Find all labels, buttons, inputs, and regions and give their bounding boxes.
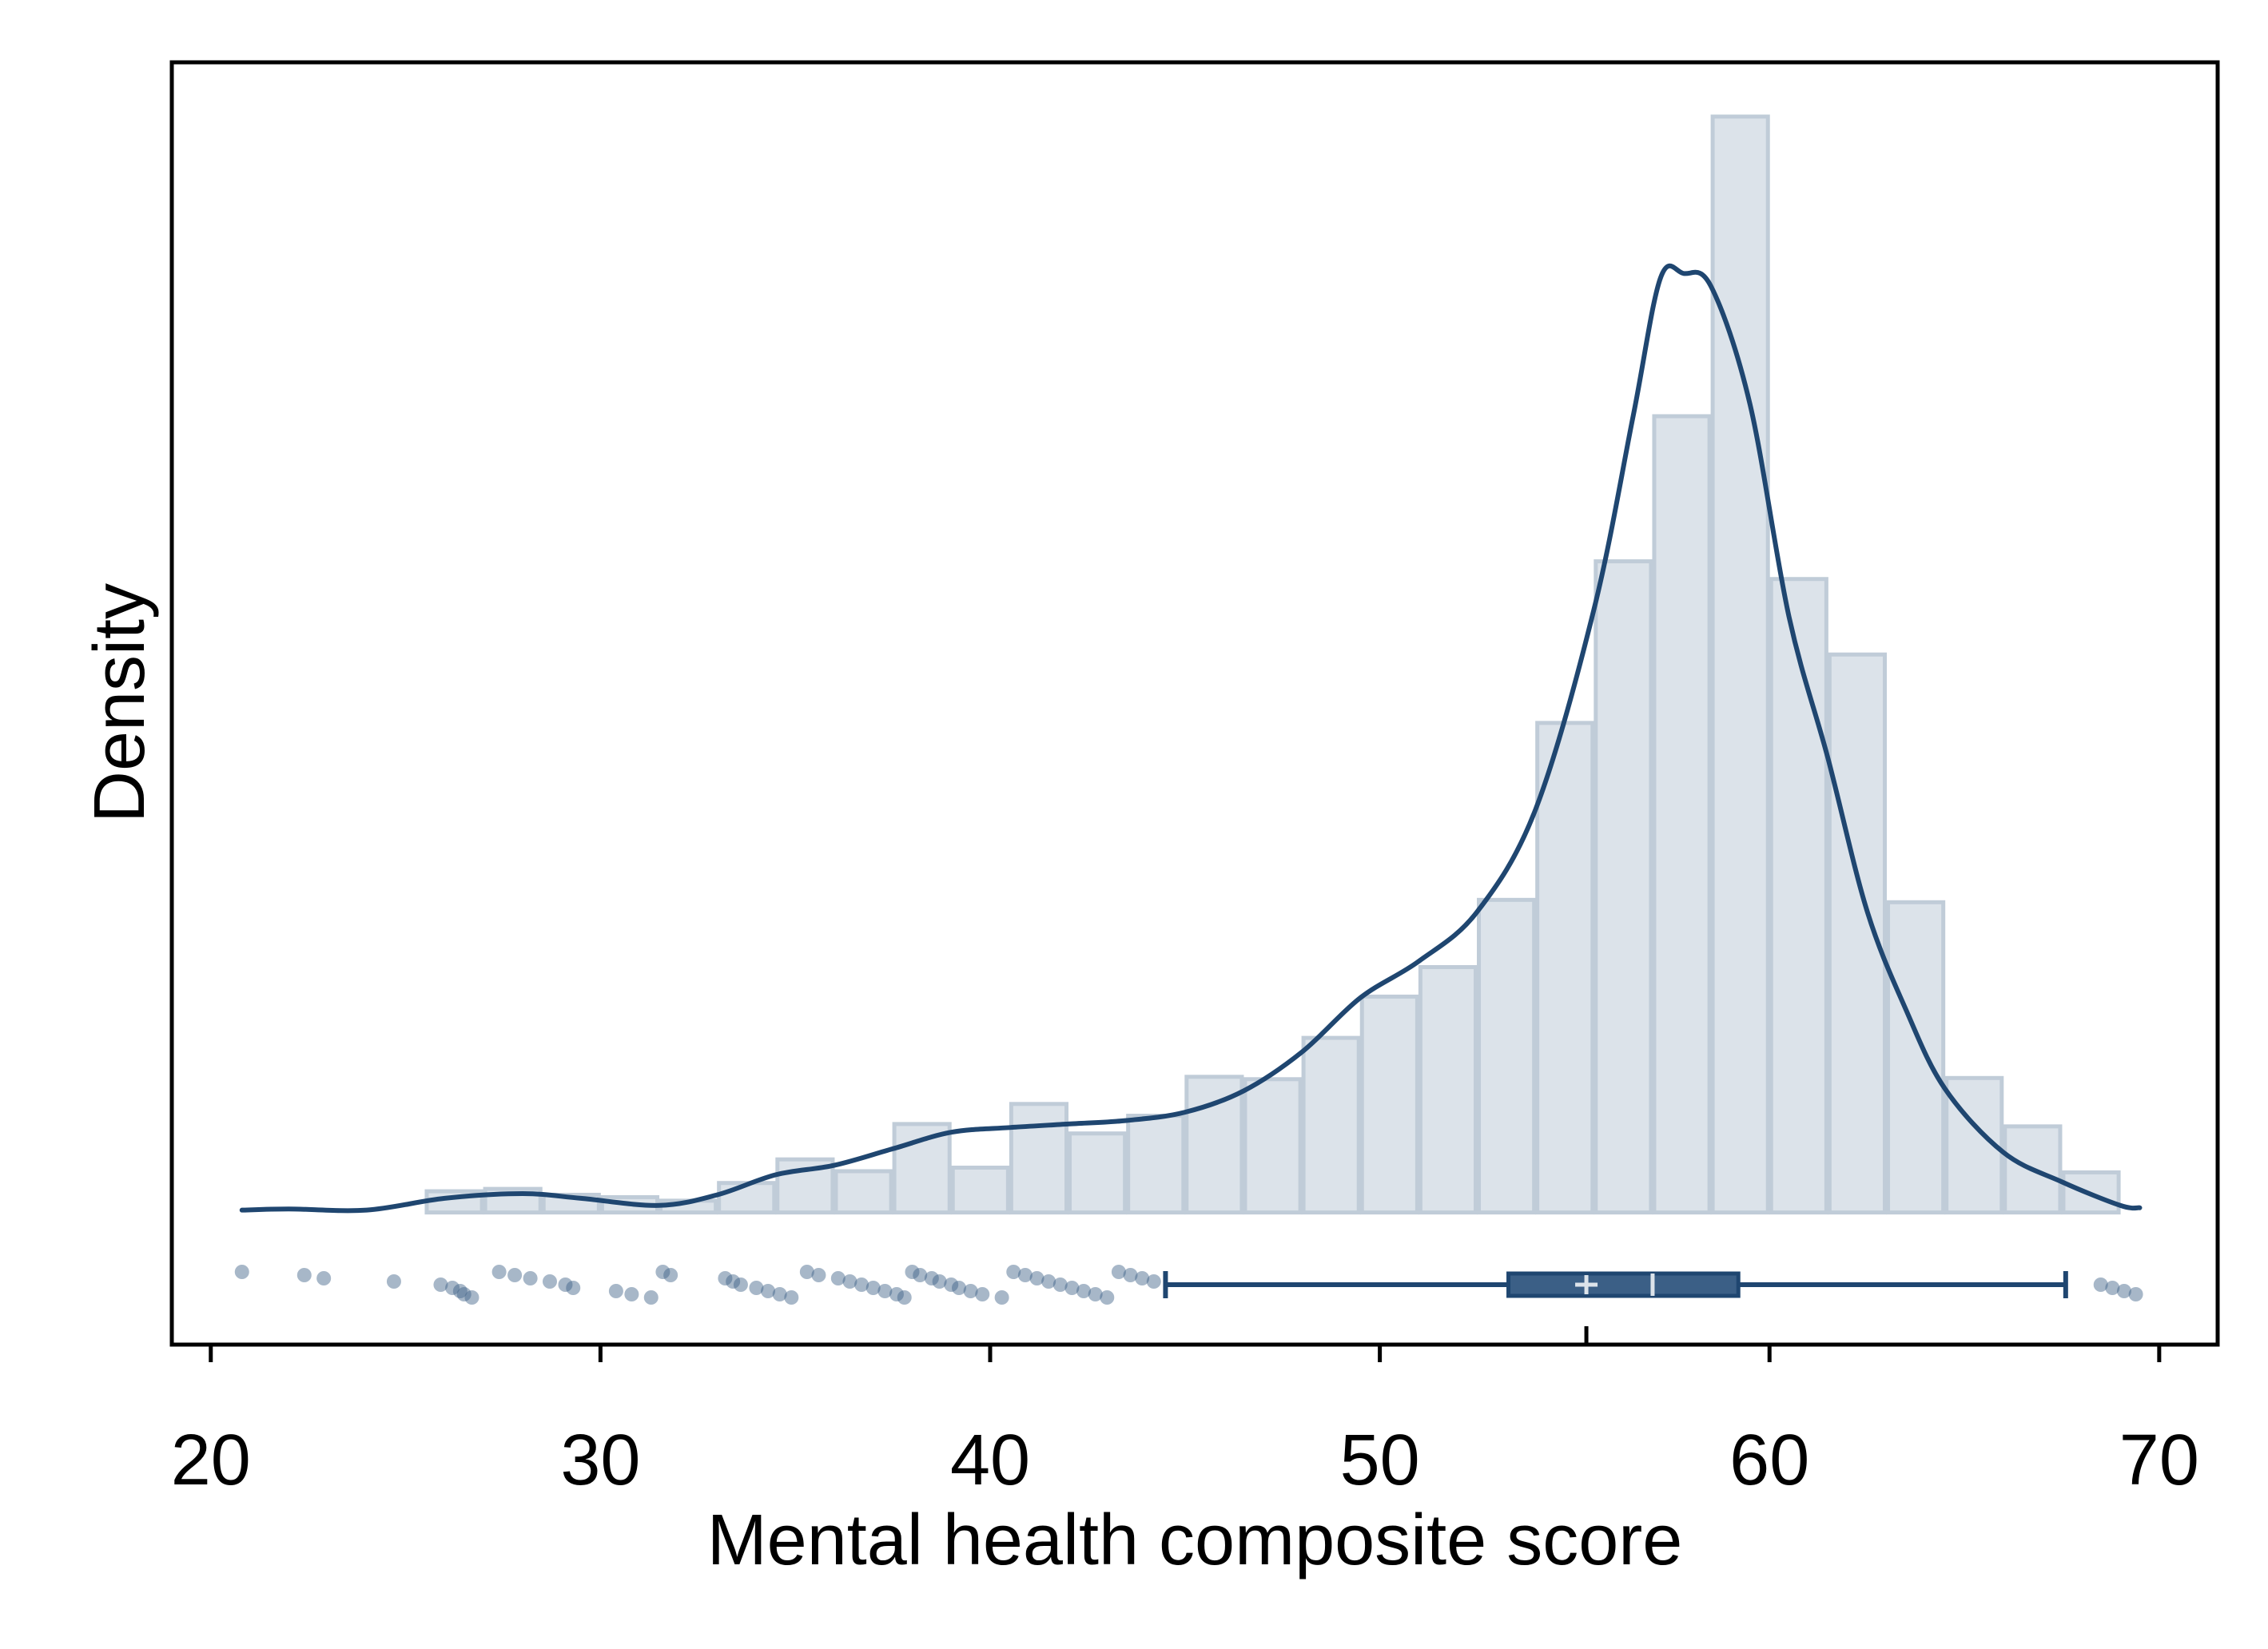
outlier-point [726,1274,741,1289]
outlier-point [877,1284,893,1298]
histogram-bar [892,1122,952,1215]
outlier-point [1146,1274,1161,1289]
outlier-point [452,1284,468,1298]
outlier-point [830,1271,846,1285]
outlier-point [1041,1274,1056,1289]
outlier-point [2116,1284,2131,1298]
outlier-point [507,1268,523,1282]
histogram-bar [1068,1131,1128,1215]
x-axis-label: Mental health composite score [707,1500,1683,1580]
histogram-bar [1769,577,1828,1215]
outlier-point [464,1290,479,1305]
histogram-bar [1886,900,1946,1215]
histogram-bar [1009,1102,1069,1215]
histogram-bar [1477,897,1537,1215]
outlier-point [749,1281,764,1295]
outlier-point [316,1271,332,1285]
outlier-point [624,1287,639,1301]
outlier-point [963,1284,978,1298]
outlier-point [932,1274,947,1289]
outlier-points [234,1265,2143,1305]
outlier-point [523,1271,538,1285]
outlier-point [889,1287,904,1301]
outlier-point [799,1265,814,1279]
outlier-point [2105,1281,2120,1295]
outlier-point [1100,1290,1115,1305]
outlier-point [433,1277,448,1292]
x-tick-label: 50 [1340,1421,1420,1500]
y-axis-label: Density [80,583,160,823]
outlier-point [234,1265,249,1279]
outlier-point [1076,1284,1092,1298]
outlier-point [897,1290,912,1305]
histogram-bar [1652,414,1712,1215]
outlier-point [1029,1271,1044,1285]
outlier-point [854,1277,869,1292]
outlier-point [445,1281,460,1295]
outlier-point [2093,1277,2108,1292]
outlier-point [994,1290,1009,1305]
outlier-point [975,1287,990,1301]
outlier-point [1135,1271,1150,1285]
outlier-point [608,1284,623,1298]
histogram-bars [424,114,2121,1215]
density-curve [239,263,2143,1214]
outlier-point [1064,1281,1080,1295]
histogram-bar [950,1166,1010,1215]
x-tick-label: 20 [171,1421,251,1500]
outlier-point [718,1271,733,1285]
x-tick-label: 30 [560,1421,640,1500]
histogram-bar [1126,1114,1186,1215]
outlier-point [1123,1268,1138,1282]
outlier-point [951,1281,966,1295]
histogram-bar [1710,114,1770,1215]
histogram-bar [1243,1077,1303,1215]
outlier-point [1111,1265,1126,1279]
outlier-point [733,1277,748,1292]
plot-frame [169,60,2220,1347]
outlier-point [558,1277,573,1292]
density-curve-layer [239,263,2143,1214]
boxplot [1163,1271,2068,1298]
box-iqr [1506,1271,1741,1298]
outlier-point [663,1268,678,1282]
outlier-point [1088,1287,1103,1301]
x-tick-label: 70 [2119,1421,2199,1500]
outlier-point [566,1281,581,1295]
outlier-point [386,1274,401,1289]
outlier-point [784,1290,799,1305]
histogram-bar [1359,994,1419,1215]
x-tick-label: 60 [1729,1421,1809,1500]
histogram-bar [834,1169,893,1215]
histogram-bar [1418,965,1478,1215]
outlier-point [811,1268,826,1282]
histogram-bar [1594,559,1653,1215]
outlier-point [542,1274,557,1289]
outlier-point [491,1265,507,1279]
histogram-bar [1301,1035,1361,1215]
outlier-point [456,1287,472,1301]
outlier-point [655,1265,670,1279]
histogram-bar [1184,1075,1244,1215]
outlier-point [865,1281,881,1295]
outlier-point [1052,1277,1068,1292]
x-axis-ticks: 20 30 40 50 60 70 [171,1326,2199,1500]
outlier-point [1017,1268,1033,1282]
outlier-point [296,1268,312,1282]
outlier-point [924,1271,939,1285]
outlier-point [761,1284,776,1298]
outlier-point [842,1274,857,1289]
outlier-point [944,1277,959,1292]
outlier-point [643,1290,659,1305]
outlier-point [2128,1287,2143,1301]
outlier-point [1006,1265,1021,1279]
outlier-point [913,1268,928,1282]
outlier-point [905,1265,920,1279]
histogram-bar [717,1181,777,1215]
outlier-point [772,1287,787,1301]
histogram-bar [1535,721,1595,1215]
x-tick-label: 40 [950,1421,1030,1500]
